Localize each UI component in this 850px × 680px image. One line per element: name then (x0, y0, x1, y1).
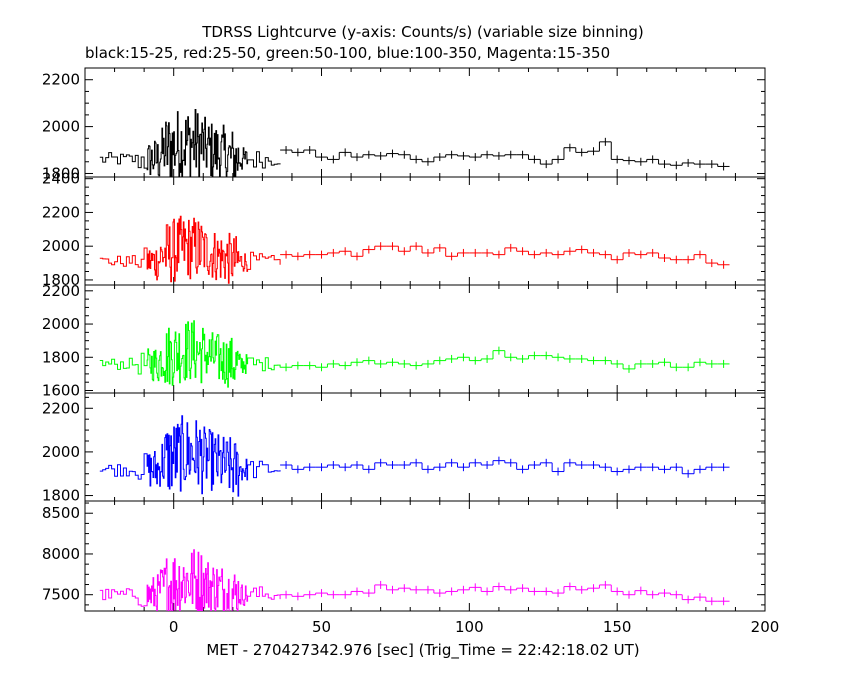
x-tick-label: 0 (169, 618, 179, 636)
y-tick-label: 2200 (42, 71, 80, 89)
y-tick-label: 7500 (42, 586, 80, 604)
y-tick-label: 2000 (42, 443, 80, 461)
y-tick-label: 2400 (42, 170, 80, 188)
y-tick-label: 2200 (42, 203, 80, 221)
panel-frame (84, 176, 766, 286)
burst-noise (99, 415, 281, 497)
burst-noise (99, 109, 281, 177)
panel-2: 1800 2000 2200 2400 (42, 170, 766, 289)
y-tick-label: 2000 (42, 237, 80, 255)
chart-title: TDRSS Lightcurve (y-axis: Counts/s) (var… (201, 23, 644, 41)
x-tick-labels: 0 50 100 150 200 (169, 618, 779, 636)
y-tick-label: 1600 (42, 382, 80, 400)
x-tick-label: 150 (603, 618, 632, 636)
x-tick-label: 100 (455, 618, 484, 636)
panel-1: 1800 2000 2200 (42, 67, 766, 182)
y-tick-label: 1800 (42, 487, 80, 505)
y-tick-label: 2000 (42, 118, 80, 136)
y-tick-label: 1800 (42, 348, 80, 366)
y-tick-label: 8000 (42, 545, 80, 563)
chart-subtitle: black:15-25, red:25-50, green:50-100, bl… (85, 44, 610, 62)
burst-noise (99, 320, 281, 388)
panel-frame (84, 67, 766, 178)
y-tick-label: 8500 (42, 504, 80, 522)
y-tick-label: 2000 (42, 315, 80, 333)
burst-noise (99, 215, 281, 284)
burst-noise (99, 549, 281, 611)
panels-group: 1800200022001800200022002400160018002000… (42, 67, 766, 612)
x-axis-label: MET - 270427342.976 [sec] (Trig_Time = 2… (206, 641, 639, 660)
x-tick-label: 50 (312, 618, 331, 636)
y-tick-label: 2200 (42, 282, 80, 300)
y-tick-label: 2200 (42, 399, 80, 417)
panel-4: 1800 2000 2200 (42, 392, 766, 505)
panel-3: 1600 1800 2000 2200 (42, 282, 766, 400)
x-tick-label: 200 (751, 618, 780, 636)
y-tick-label: 1800 (42, 271, 80, 289)
panel-frame (84, 500, 766, 612)
panel-5: 7500 8000 8500 (42, 500, 766, 612)
y-tick-label: 1800 (42, 164, 80, 182)
